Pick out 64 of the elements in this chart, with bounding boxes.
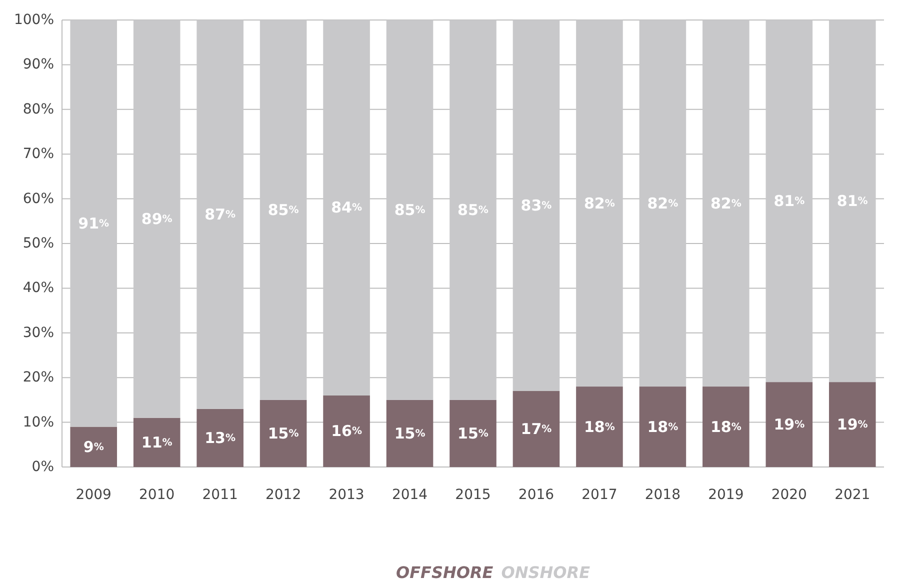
bar [70,20,118,427]
bar [323,20,370,396]
data-label: 17% [520,420,552,438]
bar [196,20,244,409]
bar [576,386,623,467]
bar [196,408,244,467]
x-tick-label: 2014 [392,487,428,503]
bar [702,20,750,387]
bar [512,391,560,467]
y-tick-label: 90% [22,56,54,73]
data-label: 11% [141,433,172,452]
y-tick-label: 100% [14,12,54,28]
x-tick-label: 2009 [76,487,112,503]
bar [512,20,560,392]
bar [386,400,434,467]
bar [260,20,307,400]
y-tick-label: 30% [22,324,54,341]
y-tick-label: 70% [22,146,54,162]
y-tick-label: 40% [22,280,54,296]
bar [639,386,686,467]
data-label: 9% [83,438,104,456]
data-label: 13% [204,428,236,447]
bar [766,382,813,467]
data-label: 19% [836,416,868,434]
x-tick-label: 2015 [455,487,491,503]
x-tick-label: 2016 [518,487,554,503]
data-label: 15% [458,424,488,442]
y-tick-label: 20% [22,370,54,386]
data-label: 18% [710,418,742,436]
x-tick-label: 2021 [834,487,870,503]
data-label: 15% [394,424,426,442]
y-tick-label: 80% [22,101,54,118]
bar [133,20,180,418]
bar [323,395,370,467]
x-tick-label: 2012 [265,487,302,503]
x-tick-label: 2017 [582,487,618,503]
y-tick-label: 60% [22,190,54,207]
bar [450,400,496,467]
data-label: 18% [584,418,615,436]
data-label: 19% [774,416,805,434]
x-tick-label: 2011 [202,487,238,503]
data-label: 16% [331,422,362,440]
bar [828,20,876,382]
bar [639,20,686,387]
bar [260,400,307,467]
bar [133,418,180,467]
x-tick-label: 2013 [328,487,364,503]
y-tick-label: 10% [22,414,54,430]
x-tick-label: 2019 [708,487,744,503]
x-tick-label: 2018 [644,487,681,503]
bar [576,20,623,387]
data-label: 18% [647,418,678,436]
bar [766,20,813,382]
bar [828,382,876,467]
data-label: 15% [268,424,299,442]
bar [702,386,750,467]
y-tick-label: 50% [22,236,54,252]
text: OFFSHORE [396,563,494,582]
bar [450,20,496,400]
y-tick-label: 0% [32,459,54,475]
bar [386,20,434,400]
bar [70,426,118,467]
x-tick-label: 2010 [139,487,175,503]
x-tick-label: 2020 [771,487,807,503]
